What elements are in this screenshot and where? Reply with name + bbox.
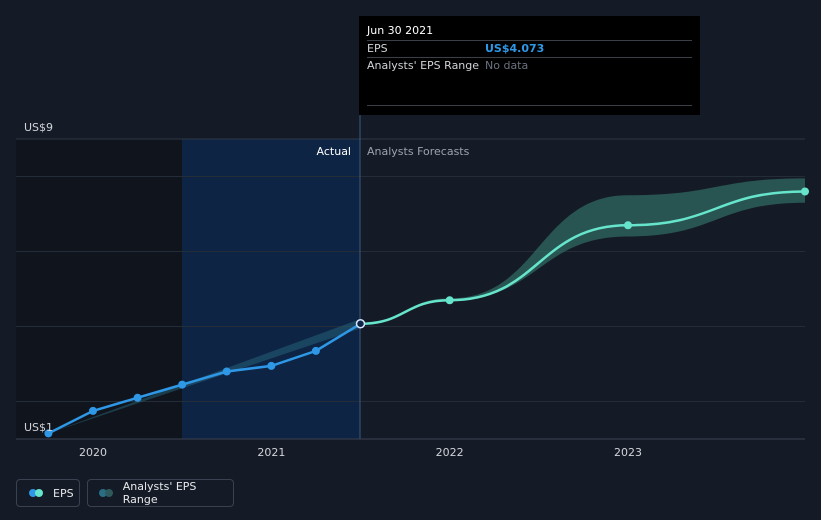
legend-eps-range-label: Analysts' EPS Range: [122, 480, 197, 506]
eps-actual-point[interactable]: [267, 361, 276, 370]
eps-actual-point[interactable]: [44, 429, 53, 438]
actual-highlight: [182, 139, 360, 439]
eps-range-legend-icon: [99, 489, 115, 497]
tooltip: Jun 30 2021 EPS US$4.073 Analysts' EPS R…: [359, 16, 700, 115]
actual-label: Actual: [317, 145, 351, 158]
x-tick-label: 2023: [614, 446, 642, 459]
x-tick-label: 2020: [79, 446, 107, 459]
x-tick-label: 2022: [436, 446, 464, 459]
tooltip-divider: [367, 40, 692, 41]
tooltip-range-value: No data: [485, 59, 529, 72]
eps-actual-point[interactable]: [222, 367, 231, 376]
eps-forecast-point[interactable]: [445, 296, 454, 305]
tooltip-divider: [367, 105, 692, 106]
eps-actual-point[interactable]: [133, 393, 142, 402]
forecast-label: Analysts Forecasts: [367, 145, 470, 158]
eps-forecast-point[interactable]: [801, 187, 809, 196]
eps-selected-point[interactable]: [355, 319, 366, 329]
legend-eps-label: EPS: [53, 486, 74, 500]
eps-actual-line: [47, 322, 362, 435]
actual-eps-range-band: [48, 319, 361, 434]
tooltip-divider: [367, 57, 692, 58]
eps-actual-point[interactable]: [178, 380, 187, 389]
eps-forecast-point[interactable]: [624, 221, 632, 230]
eps-actual-point[interactable]: [89, 406, 97, 415]
legend-eps[interactable]: EPS: [16, 479, 80, 507]
y-bottom-label: US$1: [24, 421, 53, 434]
tooltip-eps-value: US$4.073: [485, 42, 545, 55]
eps-actual-point[interactable]: [311, 346, 320, 355]
tooltip-range-label: Analysts' EPS Range: [367, 59, 480, 72]
x-tick-label: 2021: [257, 446, 285, 459]
forecast-eps-range-band: [360, 178, 805, 324]
eps-forecast-line: [359, 190, 807, 326]
past-shade: [16, 139, 182, 439]
tooltip-eps-label: EPS: [367, 42, 388, 55]
eps-legend-icon: [29, 489, 45, 497]
tooltip-date: Jun 30 2021: [367, 24, 434, 37]
y-top-label: US$9: [24, 121, 53, 134]
legend-eps-range[interactable]: Analysts' EPS Range: [87, 479, 234, 507]
